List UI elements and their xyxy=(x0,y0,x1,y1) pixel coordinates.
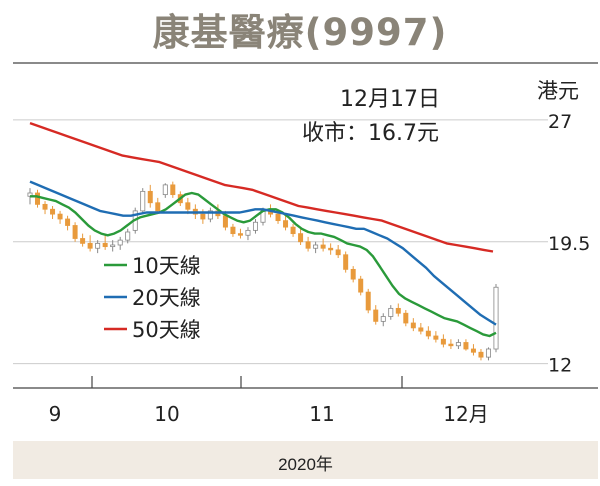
legend-label: 50天線 xyxy=(132,318,201,342)
series-line xyxy=(29,121,494,253)
candlestick xyxy=(290,223,296,237)
candlestick xyxy=(110,240,116,252)
candlestick xyxy=(305,236,311,252)
chart-title: 康基醫療(9997) xyxy=(152,11,448,54)
unit-label: 港元 xyxy=(537,79,579,103)
legend-label: 20天線 xyxy=(132,286,201,310)
candlestick xyxy=(320,238,326,252)
candlestick xyxy=(328,243,334,255)
candlestick xyxy=(65,215,71,231)
candlestick xyxy=(380,313,386,327)
candlestick xyxy=(365,288,371,314)
y-tick-labels: 27 19.5 12 xyxy=(548,111,590,377)
candlestick xyxy=(50,206,56,219)
candlestick xyxy=(147,184,153,208)
candlestick xyxy=(252,219,258,234)
x-tick-label: 11 xyxy=(309,402,334,426)
candlestick xyxy=(493,284,499,353)
y-tick-label: 12 xyxy=(548,355,572,377)
x-tick-label: 10 xyxy=(154,402,179,426)
candlestick xyxy=(470,344,476,356)
y-tick-label: 19.5 xyxy=(548,233,590,255)
x-tick-label: 12月 xyxy=(443,402,488,426)
candlestick xyxy=(57,210,63,224)
candlestick xyxy=(117,236,123,250)
candlestick xyxy=(72,222,78,242)
gridlines xyxy=(13,119,548,365)
candlestick xyxy=(207,207,213,223)
x-tick-labels: 9 10 11 12月 xyxy=(49,376,489,426)
candlestick xyxy=(335,245,341,258)
candlestick xyxy=(395,303,401,317)
candlestick xyxy=(358,275,364,296)
x-tick-label: 9 xyxy=(49,402,62,426)
series-line xyxy=(29,180,497,326)
candlestick xyxy=(403,310,409,327)
candlestick xyxy=(418,323,424,335)
candlestick xyxy=(102,235,108,250)
candlestick xyxy=(433,331,439,343)
candlestick xyxy=(237,228,243,239)
annotation-date: 12月17日 xyxy=(340,87,440,112)
series-line xyxy=(30,191,497,338)
legend-label: 10天線 xyxy=(132,254,201,278)
y-tick-label: 27 xyxy=(548,111,572,133)
candlestick xyxy=(350,266,356,283)
candlestick xyxy=(373,305,379,325)
candlestick xyxy=(313,241,319,254)
candlestick xyxy=(283,215,289,231)
candlestick xyxy=(95,240,101,254)
candlestick xyxy=(42,201,48,215)
candlestick xyxy=(425,326,431,340)
candlestick xyxy=(162,183,168,198)
candlestick xyxy=(35,189,41,208)
candlestick xyxy=(140,188,146,215)
candlesticks xyxy=(27,181,499,361)
candlestick xyxy=(455,339,461,349)
candlestick xyxy=(388,305,394,320)
candlestick xyxy=(478,349,484,361)
candlestick xyxy=(463,339,469,351)
candlestick xyxy=(245,227,251,241)
candlestick xyxy=(410,318,416,332)
candlestick xyxy=(80,233,86,247)
candlestick xyxy=(170,181,176,198)
candlestick xyxy=(440,334,446,348)
legend: 10天線 20天線 50天線 xyxy=(104,254,201,342)
annotation-close: 收市：16.7元 xyxy=(302,121,439,146)
candlestick xyxy=(298,228,304,245)
moving-average-lines xyxy=(29,121,497,338)
candlestick xyxy=(87,235,93,252)
candlestick xyxy=(125,228,131,244)
candlestick xyxy=(485,347,491,361)
candlestick xyxy=(343,251,349,273)
candlestick xyxy=(230,223,236,237)
year-label: 2020年 xyxy=(278,455,333,474)
footer-bar: 2020年 xyxy=(13,441,598,479)
candlestick xyxy=(448,339,454,349)
